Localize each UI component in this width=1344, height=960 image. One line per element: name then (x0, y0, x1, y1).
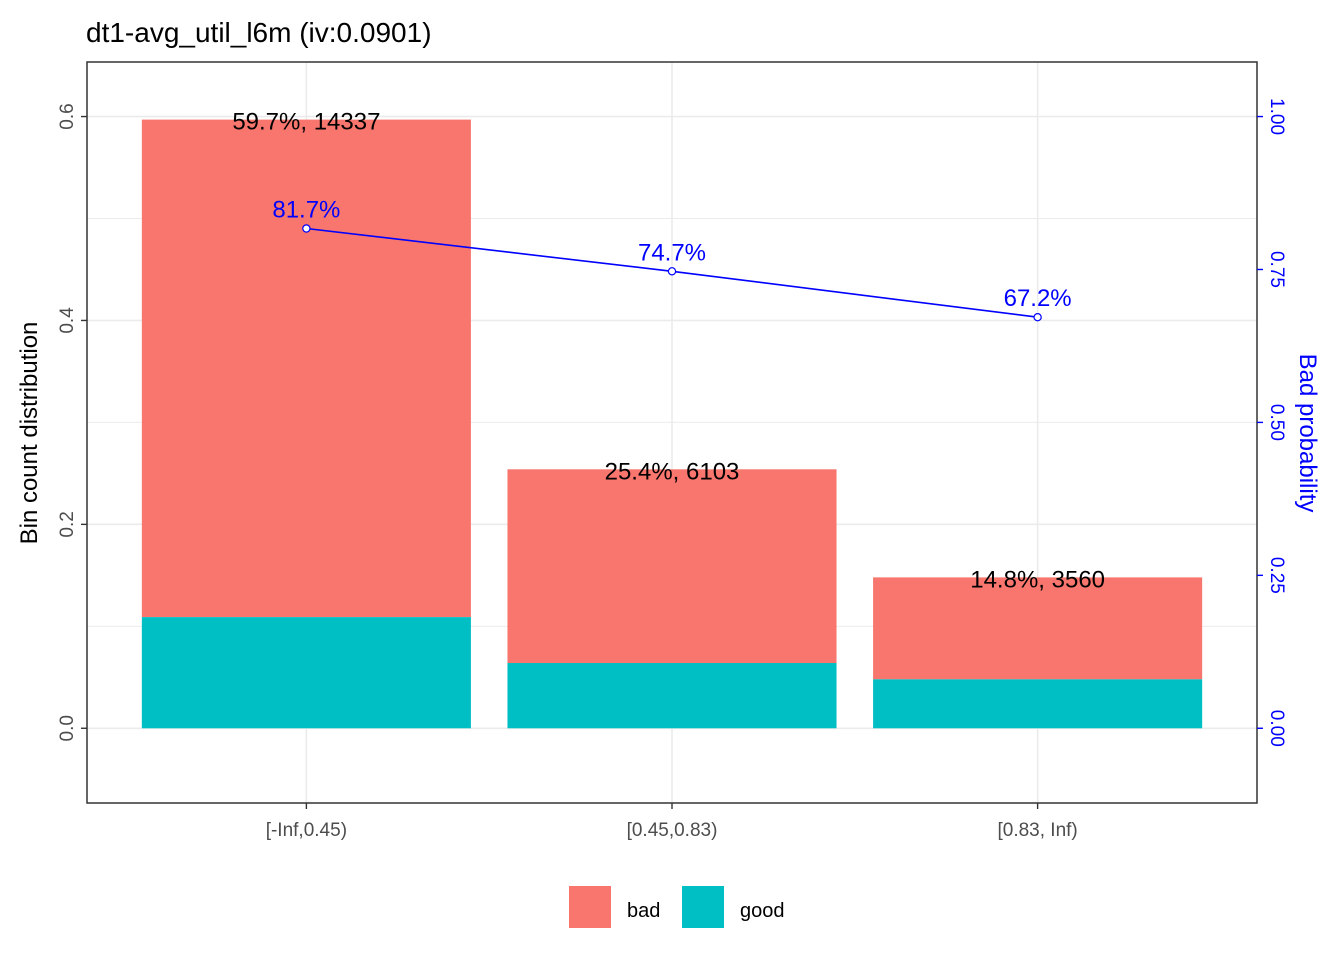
data-labels: 59.7%, 14337 25.4%, 6103 14.8%, 3560 81.7% 7… (232, 109, 1105, 594)
x-axis: [-Inf,0.45) [0.45,0.83) [0.83, Inf) (266, 803, 1078, 841)
y-axis-title: Bin count distribution (16, 322, 43, 545)
bar-label: 59.7%, 14337 (232, 109, 380, 136)
legend-label-good: good (740, 900, 785, 922)
x-tick-label: [-Inf,0.45) (266, 820, 347, 841)
bar-label: 14.8%, 3560 (970, 566, 1105, 593)
bar-bad (507, 469, 837, 664)
bad-probability-point (667, 267, 677, 276)
bad-probability-label: 81.7% (272, 196, 340, 223)
x-tick-label: [0.83, Inf) (997, 820, 1077, 841)
legend: bad good (569, 886, 785, 928)
y2-tick-label: 1.00 (1266, 98, 1287, 135)
y2-tick-label: 0.75 (1266, 251, 1287, 288)
bad-probability-line (302, 224, 1042, 322)
bad-probability-point (302, 224, 311, 233)
bar-good (141, 617, 471, 729)
bad-probability-label: 67.2% (1004, 285, 1072, 312)
legend-label-bad: bad (627, 900, 660, 922)
y2-tick-label: 0.25 (1266, 557, 1287, 594)
bad-probability-label: 74.7% (638, 239, 706, 266)
y-axis-left: 0.0 0.2 0.4 0.6 (57, 103, 87, 741)
y-tick-label: 0.0 (57, 715, 78, 741)
x-tick-label: [0.45,0.83) (627, 820, 718, 841)
bars (141, 119, 1203, 729)
y-tick-label: 0.4 (57, 307, 78, 334)
chart-title: dt1-avg_util_l6m (iv:0.0901) (86, 17, 432, 48)
y-axis-right: 0.00 0.25 0.50 0.75 1.00 (1257, 98, 1287, 747)
legend-key-good (682, 886, 724, 928)
y-tick-label: 0.2 (57, 511, 78, 537)
bar-bad (873, 577, 1203, 680)
y2-tick-label: 0.50 (1266, 404, 1287, 441)
bar-label: 25.4%, 6103 (605, 458, 740, 485)
bar-good (873, 679, 1203, 729)
y2-tick-label: 0.00 (1266, 710, 1287, 747)
y2-axis-title: Bad probability (1294, 354, 1321, 513)
bad-probability-point (1033, 312, 1042, 322)
y-tick-label: 0.6 (57, 103, 78, 129)
legend-key-bad (569, 886, 611, 928)
bar-good (507, 663, 837, 729)
bar-bad (141, 119, 471, 618)
